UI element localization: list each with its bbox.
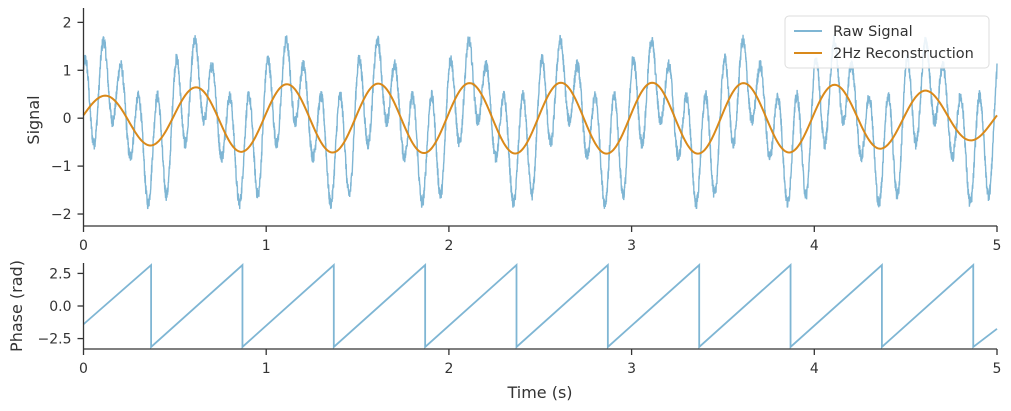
phase-x-tick-label: 5 — [993, 361, 1002, 377]
legend-box — [784, 15, 990, 69]
phase-x-tick-label: 3 — [627, 361, 636, 377]
signal-x-tick-label: 3 — [627, 238, 636, 254]
phase-y-tick-label: −2.5 — [38, 332, 72, 348]
phase-y-tick-label: 0.0 — [49, 299, 71, 315]
phase-panel: 2.5 0.0 −2.5 0 1 2 3 4 5 Phase (rad) Time (s) — [7, 260, 1001, 402]
signal-ticks: 2 1 0 −1 −2 0 1 2 3 4 5 — [51, 15, 1002, 254]
phase-y-tick-label: 2.5 — [49, 266, 71, 282]
phase-line — [82, 263, 998, 349]
phase-x-tick-label: 2 — [444, 361, 453, 377]
phase-x-axis-label: Time (s) — [506, 383, 572, 402]
signal-y-tick-label: −2 — [51, 207, 72, 223]
signal-x-tick-label: 5 — [993, 238, 1002, 254]
legend-raw-signal-label: Raw Signal — [833, 24, 913, 40]
legend: Raw Signal 2Hz Reconstruction — [784, 15, 990, 69]
signal-x-tick-label: 2 — [444, 238, 453, 254]
signal-y-tick-label: 0 — [63, 111, 72, 127]
phase-plot-area — [82, 263, 998, 349]
phase-x-tick-label: 4 — [810, 361, 819, 377]
phase-y-axis-label: Phase (rad) — [7, 260, 26, 352]
signal-plot-area — [82, 34, 998, 210]
raw-signal-line — [82, 34, 998, 210]
phase-ticks: 2.5 0.0 −2.5 0 1 2 3 4 5 — [38, 266, 1002, 377]
signal-x-tick-label: 1 — [262, 238, 271, 254]
legend-reconstruction-label: 2Hz Reconstruction — [833, 46, 974, 62]
signal-y-tick-label: 2 — [63, 15, 72, 31]
reconstruction-line — [82, 81, 998, 155]
signal-y-tick-label: 1 — [63, 63, 72, 79]
signal-x-tick-label: 4 — [810, 238, 819, 254]
phase-x-tick-label: 0 — [79, 361, 88, 377]
signal-y-tick-label: −1 — [51, 159, 72, 175]
signal-y-axis-label: Signal — [24, 95, 43, 144]
signal-panel: 2 1 0 −1 −2 0 1 2 3 4 5 Signal — [24, 8, 1001, 254]
signal-x-tick-label: 0 — [79, 238, 88, 254]
phase-x-tick-label: 1 — [262, 361, 271, 377]
